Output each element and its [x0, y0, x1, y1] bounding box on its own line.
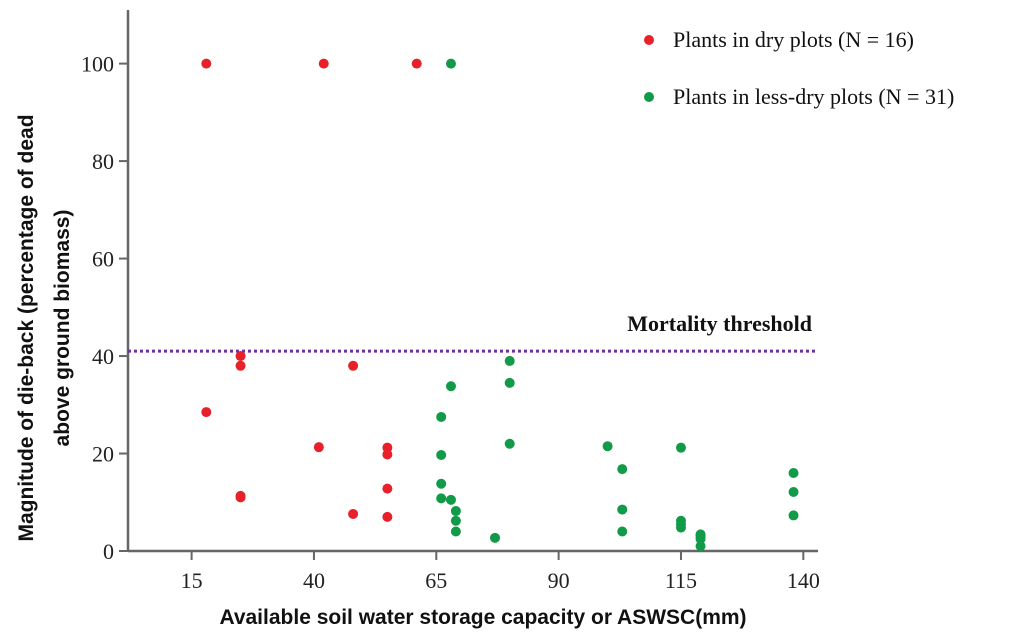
less-dry-plot-point	[450, 506, 461, 517]
less-dry-plot-point	[675, 522, 686, 533]
y-tick-label: 80	[92, 149, 114, 174]
less-dry-plot-point	[602, 441, 613, 452]
x-axis-title: Available soil water storage capacity or…	[219, 606, 746, 629]
y-tick-label: 0	[103, 539, 114, 564]
less-dry-plot-point	[504, 355, 515, 366]
y-axis-title: Magnitude of die-back (percentage of dea…	[15, 114, 74, 541]
less-dry-plot-point	[490, 532, 501, 543]
less-dry-plot-point	[445, 381, 456, 392]
less-dry-plot-point	[788, 468, 799, 479]
y-tick-label: 40	[92, 344, 114, 369]
less-dry-plot-point	[504, 377, 515, 388]
dry-plot-point	[382, 511, 393, 522]
dry-plot-point	[382, 483, 393, 494]
dry-plot-point	[235, 492, 246, 503]
less-dry-plot-point	[617, 504, 628, 515]
less-dry-plot-point	[450, 526, 461, 537]
legend-label-dry: Plants in dry plots (N = 16)	[673, 27, 914, 52]
less-dry-plot-point	[445, 494, 456, 505]
dry-plot-point	[235, 351, 246, 362]
less-dry-plot-point	[504, 438, 515, 449]
dry-plot-point	[235, 360, 246, 371]
dry-plot-point	[201, 58, 212, 69]
axes	[126, 10, 818, 553]
less-dry-plot-point	[788, 487, 799, 498]
dry-plot-point	[201, 407, 212, 418]
x-tick-label: 140	[787, 568, 820, 593]
y-tick-label: 100	[81, 52, 114, 77]
legend-marker-dry	[644, 35, 654, 45]
less-dry-plot-point	[695, 541, 706, 552]
ticks: 15 40 65 90 115 140 0 20 40 60 80 100	[81, 52, 820, 593]
less-dry-plot-point	[436, 449, 447, 460]
less-dry-plot-point	[675, 442, 686, 453]
legend-marker-less-dry	[644, 92, 654, 102]
x-tick-label: 15	[181, 568, 203, 593]
dry-plot-point	[318, 58, 329, 69]
y-tick-label: 20	[92, 442, 114, 467]
dry-plot-point	[382, 449, 393, 460]
data-points	[201, 58, 799, 552]
legend: Plants in dry plots (N = 16) Plants in l…	[644, 27, 954, 109]
x-tick-label: 115	[665, 568, 697, 593]
y-axis-title-line-2: above ground biomass)	[51, 210, 74, 447]
legend-label-less-dry: Plants in less-dry plots (N = 31)	[673, 84, 954, 109]
less-dry-plot-point	[436, 478, 447, 489]
x-tick-label: 65	[425, 568, 447, 593]
y-axis-title-line-1: Magnitude of die-back (percentage of dea…	[15, 114, 38, 541]
dry-plot-point	[348, 508, 359, 519]
less-dry-plot-point	[617, 526, 628, 537]
less-dry-plot-point	[450, 515, 461, 526]
less-dry-plot-point	[788, 510, 799, 521]
dry-plot-point	[313, 442, 324, 453]
x-tick-label: 40	[303, 568, 325, 593]
less-dry-plot-point	[617, 464, 628, 475]
less-dry-plot-point	[445, 58, 456, 69]
less-dry-plot-point	[695, 533, 706, 544]
dry-plot-point	[411, 58, 422, 69]
dry-plot-point	[348, 360, 359, 371]
less-dry-plot-point	[436, 411, 447, 422]
y-tick-label: 60	[92, 247, 114, 272]
less-dry-plot-point	[436, 493, 447, 504]
mortality-threshold-label: Mortality threshold	[627, 311, 812, 336]
x-tick-label: 90	[548, 568, 570, 593]
